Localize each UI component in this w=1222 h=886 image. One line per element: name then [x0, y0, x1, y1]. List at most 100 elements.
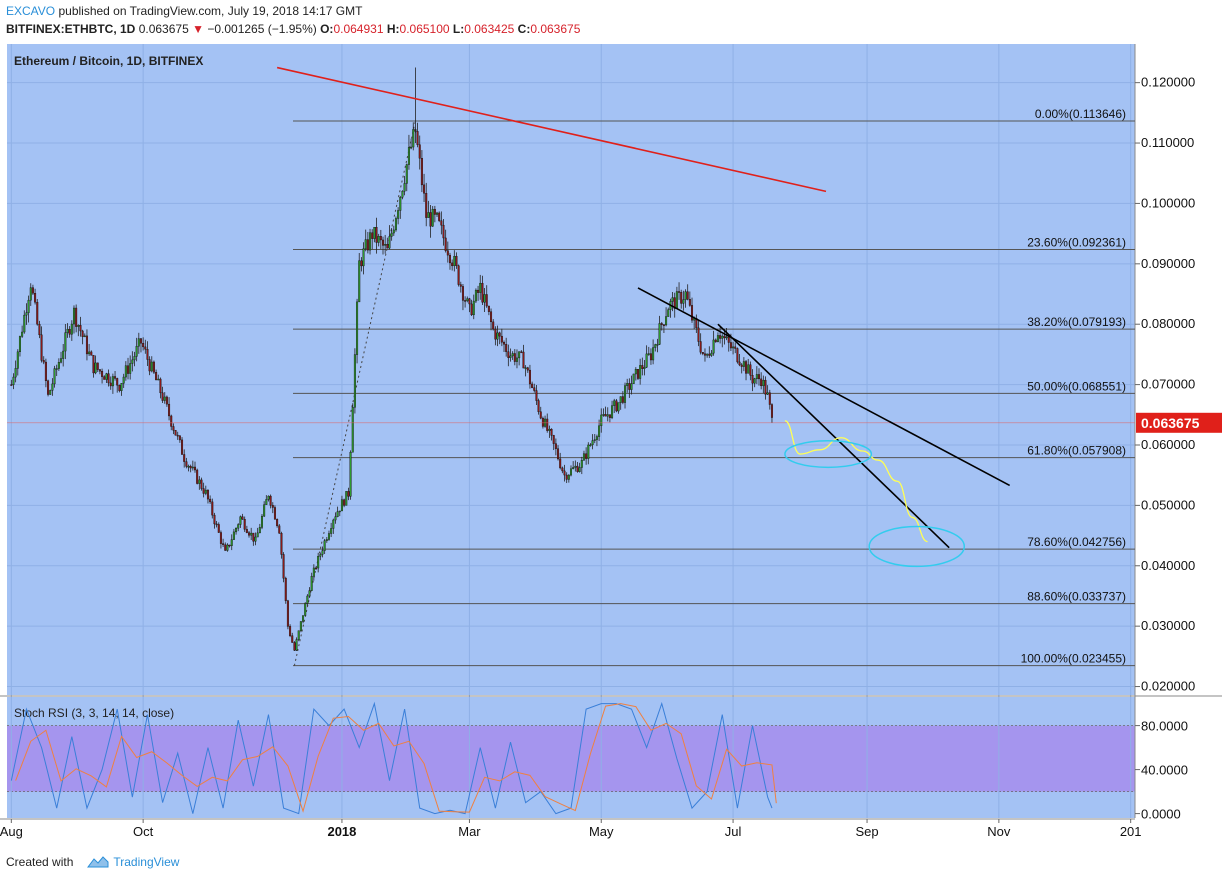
candle-body: [550, 428, 553, 436]
candle-body: [511, 353, 514, 357]
candle-body: [436, 212, 439, 215]
candle-body: [92, 355, 95, 374]
candle-body: [159, 378, 162, 394]
candle-body: [267, 495, 270, 500]
candle-body: [453, 255, 456, 267]
candle-body: [729, 342, 732, 349]
candle-body: [440, 220, 443, 226]
candle-body: [691, 305, 694, 321]
candle-body: [503, 342, 506, 345]
candle-body: [459, 284, 462, 287]
candle-body: [36, 301, 39, 325]
fib-label: 23.60%(0.092361): [1027, 236, 1126, 250]
candle-body: [14, 368, 17, 378]
candle-body: [96, 362, 99, 370]
black-trendline-upper: [637, 287, 1011, 487]
candle-body: [161, 392, 164, 401]
candle-body: [373, 227, 376, 239]
candle-body: [492, 321, 495, 330]
candle-body: [204, 489, 207, 494]
high-value: 0.065100: [399, 22, 450, 36]
candle-body: [222, 543, 225, 545]
stoch-rsi-d-line: [15, 703, 777, 813]
candle-body: [703, 353, 706, 356]
candle-body: [68, 328, 71, 335]
candle-body: [27, 299, 30, 313]
candle-body: [604, 414, 607, 417]
candle-body: [660, 323, 663, 325]
candle-body: [390, 232, 393, 237]
candle-body: [308, 590, 311, 597]
candle-body: [673, 297, 676, 309]
candle-body: [53, 368, 56, 385]
candle-body: [44, 361, 47, 382]
candle-body: [632, 373, 635, 384]
candle-body: [736, 348, 739, 363]
candle-body: [94, 362, 97, 374]
candle-body: [77, 325, 80, 327]
x-tick-label: 2018: [327, 824, 356, 839]
candle-body: [176, 434, 179, 437]
candle-body: [595, 436, 598, 440]
candle-body: [340, 499, 343, 512]
candle-body: [747, 364, 750, 374]
candle-body: [232, 531, 235, 540]
candle-body: [658, 323, 661, 345]
candle-body: [174, 429, 177, 436]
tradingview-link[interactable]: TradingView: [79, 855, 179, 869]
candle-body: [146, 349, 149, 360]
author-name[interactable]: EXCAVO: [6, 4, 56, 18]
candle-body: [250, 532, 253, 536]
candle-body: [582, 453, 585, 461]
candle-body: [472, 300, 475, 316]
candle-body: [483, 294, 486, 303]
candle-body: [388, 236, 391, 249]
candle-body: [515, 357, 518, 362]
candle-body: [291, 635, 294, 643]
candle-body: [533, 387, 536, 391]
candle-body: [299, 621, 302, 631]
candle-body: [271, 505, 274, 508]
candle-body: [377, 236, 380, 243]
candle-body: [107, 373, 110, 384]
candle-body: [144, 346, 147, 350]
candle-body: [477, 289, 480, 293]
candle-body: [133, 356, 136, 361]
candle-body: [734, 346, 737, 349]
candle-body: [351, 407, 354, 453]
chart-title: Ethereum / Bitcoin, 1D, BITFINEX: [14, 54, 203, 68]
candle-body: [751, 375, 754, 384]
y-tick-label: 0.030000: [1141, 618, 1195, 633]
candle-body: [392, 229, 395, 234]
target-zone-2: [868, 525, 966, 568]
candle-body: [353, 354, 356, 408]
candle-body: [526, 367, 529, 371]
candle-body: [615, 400, 618, 412]
candle-body: [10, 384, 13, 386]
candle-body: [40, 334, 43, 361]
fib-label: 61.80%(0.057908): [1027, 444, 1126, 458]
candle-body: [23, 314, 26, 333]
candle-body: [98, 369, 101, 372]
candle-body: [641, 365, 644, 369]
candle-body: [770, 404, 773, 418]
candle-body: [686, 291, 689, 300]
candle-body: [152, 361, 155, 373]
candle-body: [217, 524, 220, 533]
candle-body: [513, 353, 516, 362]
candle-body: [589, 444, 592, 447]
candle-body: [139, 338, 142, 344]
tradingview-logo-icon: [87, 856, 109, 868]
candle-body: [366, 239, 369, 251]
candle-body: [327, 533, 330, 540]
candle-body: [507, 351, 510, 358]
candle-body: [563, 470, 566, 476]
candle-body: [654, 344, 657, 348]
tradingview-brand: TradingView: [113, 855, 180, 869]
footer: Created with TradingView: [6, 855, 179, 869]
candle-body: [628, 383, 631, 390]
candle-body: [645, 353, 648, 368]
candle-body: [178, 435, 181, 441]
